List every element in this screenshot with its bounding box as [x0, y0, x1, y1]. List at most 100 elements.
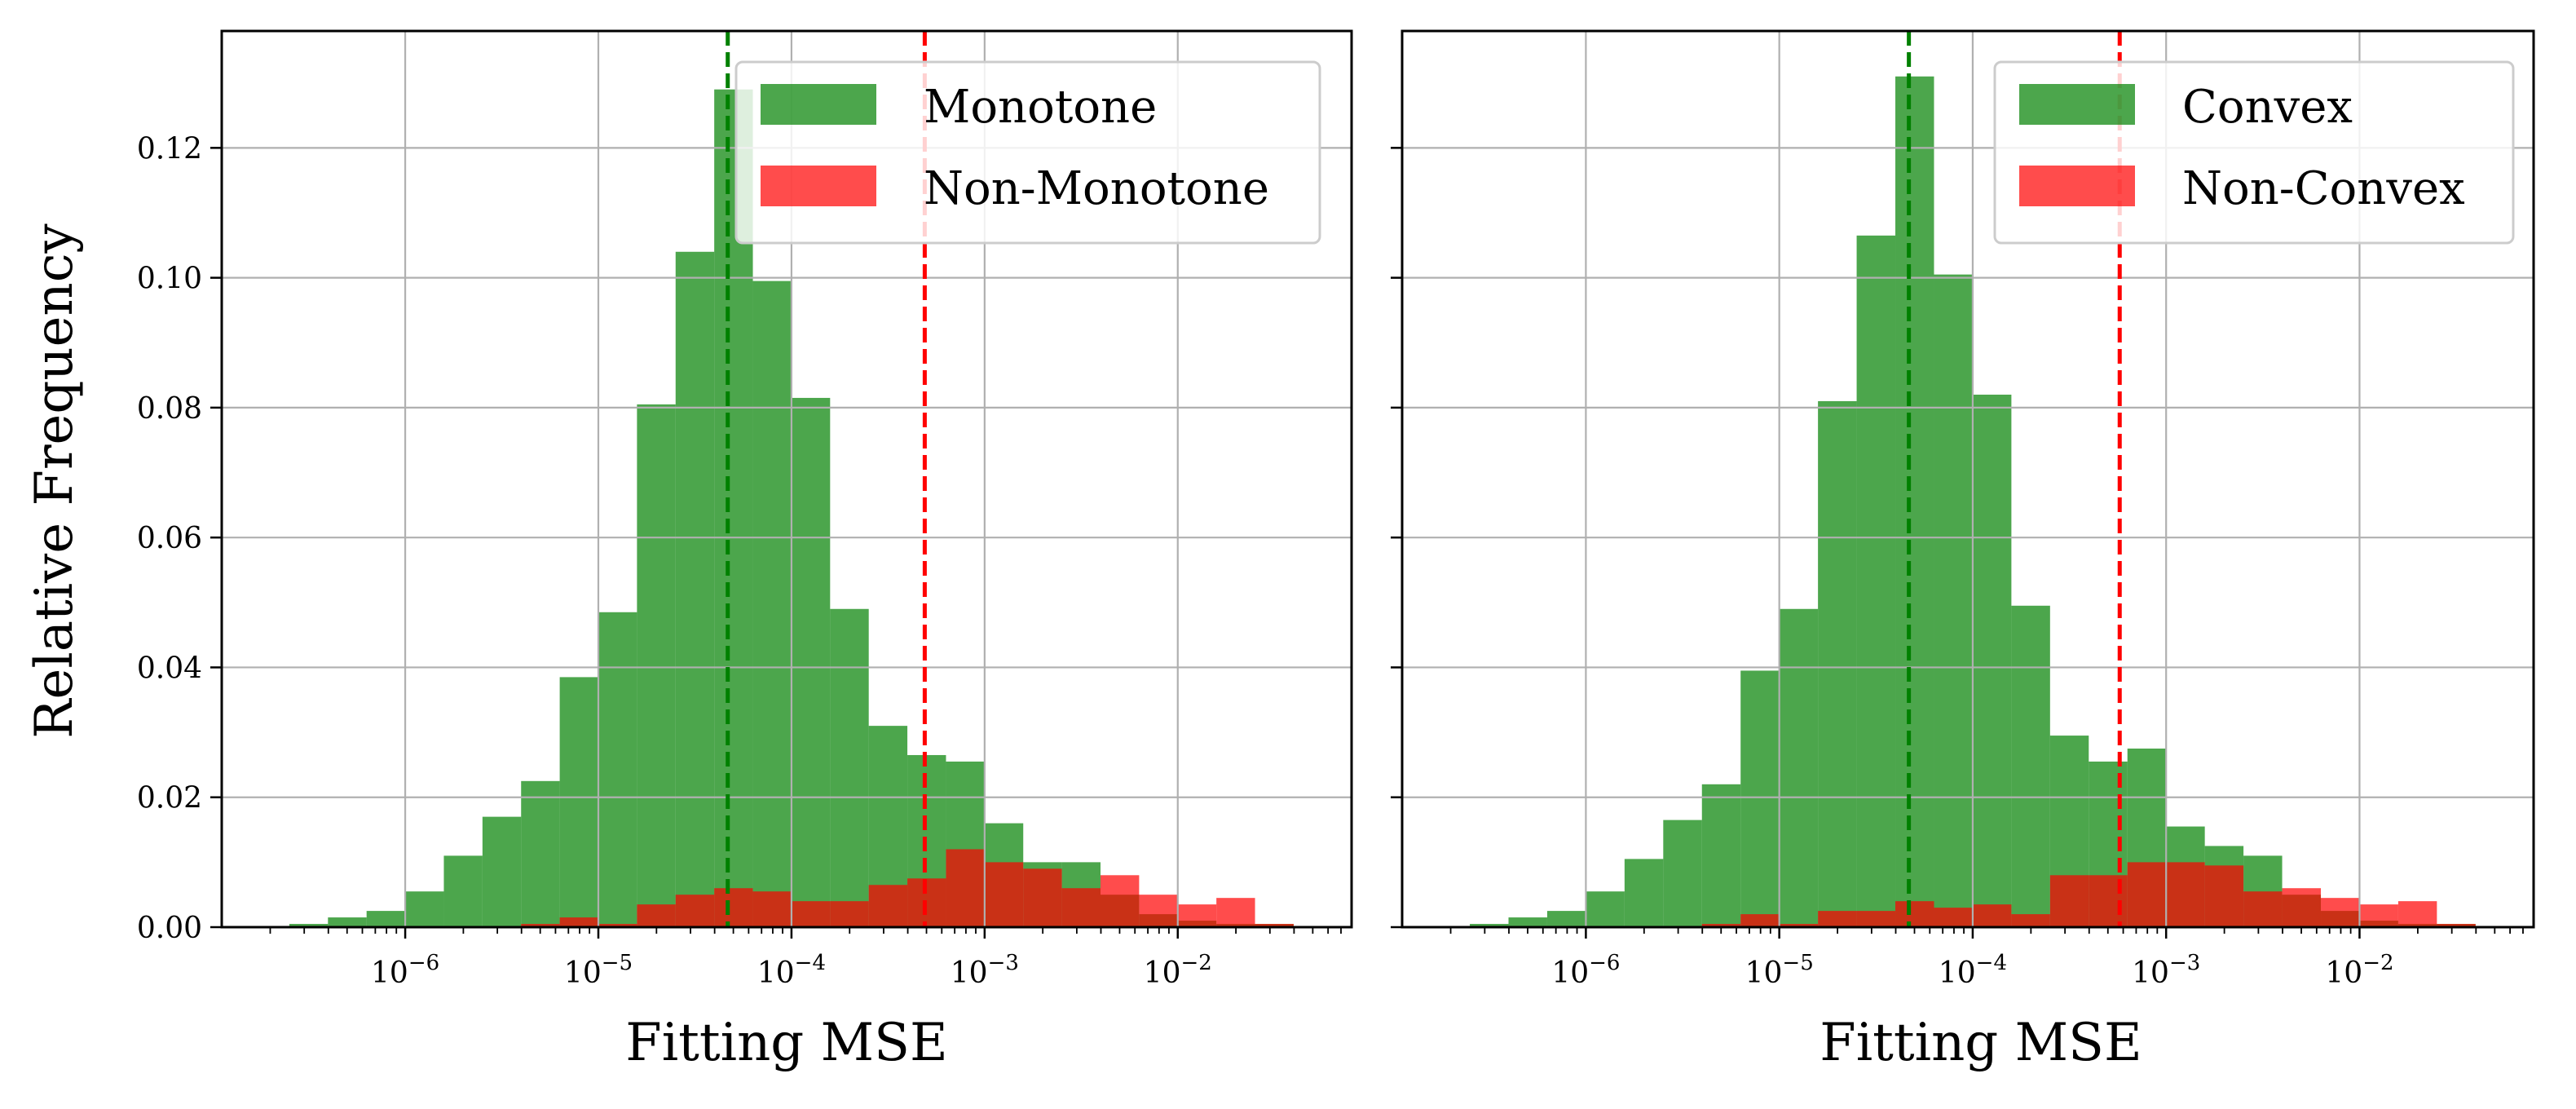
left-axes-frame [220, 29, 1353, 929]
right-bar-non-convex-23 [2359, 904, 2398, 927]
right-bar-non-convex-17 [2127, 862, 2167, 927]
left-bar-monotone-5 [482, 816, 522, 927]
left-bar-non-monotone-14 [830, 901, 869, 927]
left-xtick-label-1: 10−5 [564, 951, 633, 990]
left-bar-non-monotone-13 [791, 901, 831, 927]
right-legend: Convex Non-Convex [1993, 60, 2515, 245]
left-bar-non-monotone-9 [637, 904, 676, 927]
right-axes-frame [1400, 29, 2535, 929]
right-bar-non-convex-20 [2243, 891, 2283, 927]
right-bar-convex-3 [1586, 891, 1625, 927]
left-histogram-panel: 0.000.020.040.060.080.100.12 10−6 10−5 10−… [24, 29, 1353, 1073]
right-bar-non-convex-21 [2282, 888, 2322, 927]
right-bar-convex-10 [1856, 235, 1896, 927]
right-bar-convex-8 [1779, 608, 1819, 927]
left-bar-non-monotone-18 [984, 862, 1024, 927]
legend-swatch-convex [2019, 84, 2135, 125]
left-bar-monotone-8 [598, 612, 637, 927]
right-histogram-panel: 10−6 10−5 10−4 10−3 10−2 Fitting MSE Convex … [1391, 29, 2535, 1073]
left-xtick-label-3: 10−3 [951, 951, 1019, 990]
left-bar-monotone-10 [675, 251, 715, 927]
right-bar-convex-13 [1972, 394, 2012, 927]
left-bar-monotone-0 [289, 924, 329, 927]
legend-label-convex: Convex [2182, 81, 2353, 134]
left-bar-non-monotone-20 [1061, 888, 1101, 927]
left-bar-monotone-13 [791, 397, 831, 928]
right-bar-convex-1 [1508, 917, 1547, 927]
right-xtick-label-2: 10−4 [1939, 951, 2007, 990]
left-x-ticks: 10−6 10−5 10−4 10−3 10−2 [269, 927, 1342, 990]
left-ytick-label-4: 0.08 [137, 392, 202, 426]
right-bar-convex-11 [1895, 76, 1934, 928]
right-bar-non-convex-19 [2204, 865, 2244, 927]
right-bar-non-convex-22 [2321, 898, 2360, 927]
right-bar-convex-2 [1546, 911, 1586, 927]
left-ytick-label-2: 0.04 [137, 652, 202, 685]
left-legend: Monotone Non-Monotone [734, 60, 1321, 245]
y-axis-title: Relative Frequency [24, 223, 85, 738]
legend-swatch-non-convex [2019, 166, 2135, 206]
left-bar-non-monotone-10 [675, 895, 715, 927]
right-x-ticks: 10−6 10−5 10−4 10−3 10−2 [1449, 927, 2524, 990]
left-xtick-label-4: 10−2 [1144, 951, 1212, 990]
left-ytick-label-5: 0.10 [137, 263, 202, 296]
left-bar-monotone-2 [366, 911, 406, 927]
right-bar-convex-0 [1470, 924, 1509, 927]
left-bar-non-monotone-25 [1255, 924, 1294, 927]
left-bar-non-monotone-22 [1139, 895, 1178, 927]
left-ytick-label-1: 0.02 [137, 782, 202, 815]
left-bar-non-monotone-17 [946, 849, 985, 927]
right-bar-convex-14 [2011, 605, 2050, 927]
right-frame-rect [1400, 29, 2535, 929]
left-ytick-label-6: 0.12 [137, 132, 202, 166]
legend-label-monotone: Monotone [924, 81, 1157, 134]
left-y-ticks: 0.00 0.02 0.04 0.06 0.08 0.10 0.12 [137, 132, 222, 945]
legend-swatch-non-monotone [761, 166, 876, 206]
left-bar-non-monotone-11 [714, 888, 753, 927]
left-bar-monotone-4 [443, 855, 483, 927]
right-x-axis-title: Fitting MSE [1820, 1013, 2142, 1073]
right-bar-convex-6 [1701, 784, 1741, 927]
left-bar-non-monotone-7 [559, 917, 598, 927]
right-bar-convex-9 [1818, 400, 1857, 927]
left-xtick-label-2: 10−4 [757, 951, 826, 990]
right-bar-convex-4 [1624, 859, 1664, 927]
right-bar-non-convex-24 [2397, 901, 2437, 927]
right-bar-non-convex-10 [1856, 911, 1896, 927]
left-x-axis-title: Fitting MSE [625, 1013, 947, 1073]
right-bar-non-convex-9 [1818, 911, 1857, 927]
legend-swatch-monotone [761, 84, 876, 125]
left-bar-monotone-3 [405, 891, 444, 927]
right-bar-non-convex-7 [1740, 914, 1780, 927]
left-bar-monotone-14 [830, 608, 869, 927]
left-bar-monotone-9 [637, 404, 676, 928]
right-bar-non-convex-12 [1934, 908, 1973, 927]
left-bar-monotone-7 [559, 677, 598, 927]
left-xtick-label-0: 10−6 [371, 951, 439, 990]
left-bar-non-monotone-6 [521, 924, 560, 927]
right-bar-convex-7 [1740, 670, 1780, 927]
right-xtick-label-1: 10−5 [1745, 951, 1814, 990]
left-ytick-label-0: 0.00 [137, 912, 202, 945]
left-bar-non-monotone-21 [1101, 875, 1140, 927]
left-bar-non-monotone-23 [1177, 904, 1217, 927]
left-bar-non-monotone-12 [752, 891, 792, 927]
right-bar-non-convex-14 [2011, 914, 2050, 927]
right-xtick-label-0: 10−6 [1551, 951, 1620, 990]
legend-label-non-convex: Non-Convex [2182, 162, 2465, 215]
left-bar-non-monotone-15 [868, 885, 908, 927]
right-bar-non-convex-25 [2437, 924, 2476, 927]
left-frame-rect [220, 29, 1353, 929]
left-bar-non-monotone-24 [1216, 898, 1255, 927]
left-bar-monotone-6 [521, 780, 560, 927]
right-bar-convex-5 [1663, 820, 1702, 927]
right-xtick-label-4: 10−2 [2325, 951, 2393, 990]
right-bar-non-convex-6 [1701, 924, 1741, 927]
left-ytick-label-3: 0.06 [137, 522, 202, 555]
legend-label-non-monotone: Non-Monotone [924, 162, 1269, 215]
right-bar-non-convex-15 [2049, 875, 2089, 927]
right-xtick-label-3: 10−3 [2132, 951, 2200, 990]
left-bar-monotone-1 [328, 917, 367, 927]
left-bar-monotone-12 [752, 281, 792, 927]
